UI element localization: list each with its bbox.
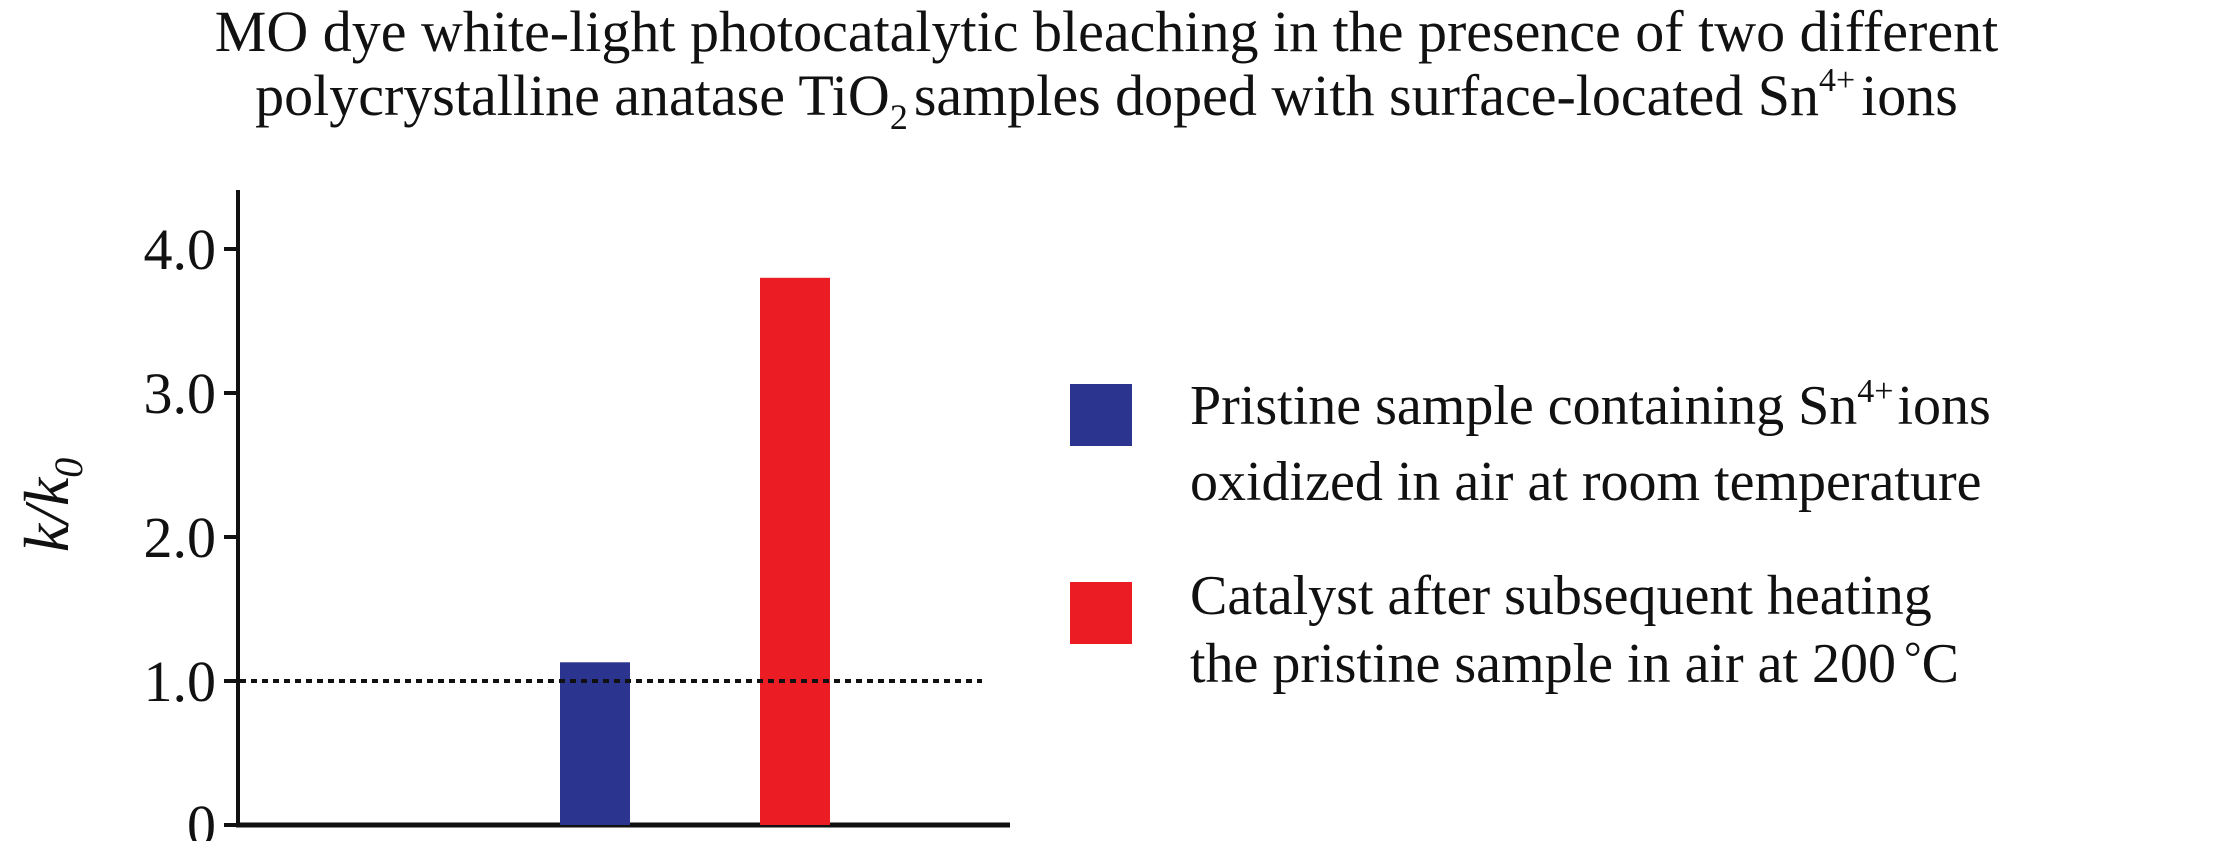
legend-1-line1-end: ions xyxy=(1897,375,1991,437)
y-axis-label-main: k/k xyxy=(11,476,82,552)
legend-2-unit: C xyxy=(1921,633,1960,695)
y-tick-label: 0 xyxy=(187,793,216,841)
title-line-1: MO dye white-light photocatalytic bleach… xyxy=(214,0,1999,64)
legend-1-line2: oxidized in air at room temperature xyxy=(1190,451,1982,513)
legend-2-line2: the pristine sample in air at 200 xyxy=(1190,633,1897,695)
legend-2-line1: Catalyst after subsequent heating xyxy=(1190,565,1932,627)
title-superscript: 4+ xyxy=(1819,62,1856,99)
y-axis-label: k/k0 xyxy=(11,458,91,553)
y-tick-label: 1.0 xyxy=(144,649,217,714)
y-tick-label: 3.0 xyxy=(144,361,217,426)
y-tick-label: 4.0 xyxy=(144,217,217,282)
y-axis-ticks: 0 1.0 2.0 3.0 4.0 xyxy=(144,217,238,841)
legend-2-degree: ° xyxy=(1904,633,1922,682)
title-text-c: ions xyxy=(1861,63,1958,128)
title-text-a: polycrystalline anatase TiO xyxy=(255,63,890,128)
title-subscript: 2 xyxy=(889,97,908,137)
bar-1 xyxy=(560,662,630,825)
bar-2 xyxy=(760,277,830,825)
chart-title: MO dye white-light photocatalytic bleach… xyxy=(0,0,2213,137)
legend-text-heated: Catalyst after subsequent heating the pr… xyxy=(1190,562,1959,702)
legend-1-superscript: 4+ xyxy=(1857,373,1894,410)
title-text-b: samples doped with surface-located Sn xyxy=(913,63,1819,128)
legend-swatch-red xyxy=(1070,582,1132,644)
y-tick-label: 2.0 xyxy=(144,505,217,570)
bars xyxy=(560,277,830,825)
legend-1-line1: Pristine sample containing Sn xyxy=(1190,375,1858,437)
legend-text-pristine: Pristine sample containing Sn4+ions oxid… xyxy=(1190,372,1991,516)
bar-chart: 01.02.03.04.0 k/k0 xyxy=(11,190,1010,841)
y-axis-label-sub: 0 xyxy=(46,458,91,478)
legend-swatch-blue xyxy=(1070,384,1132,446)
title-line-2: polycrystalline anatase TiO2 samples dope… xyxy=(0,62,2213,137)
